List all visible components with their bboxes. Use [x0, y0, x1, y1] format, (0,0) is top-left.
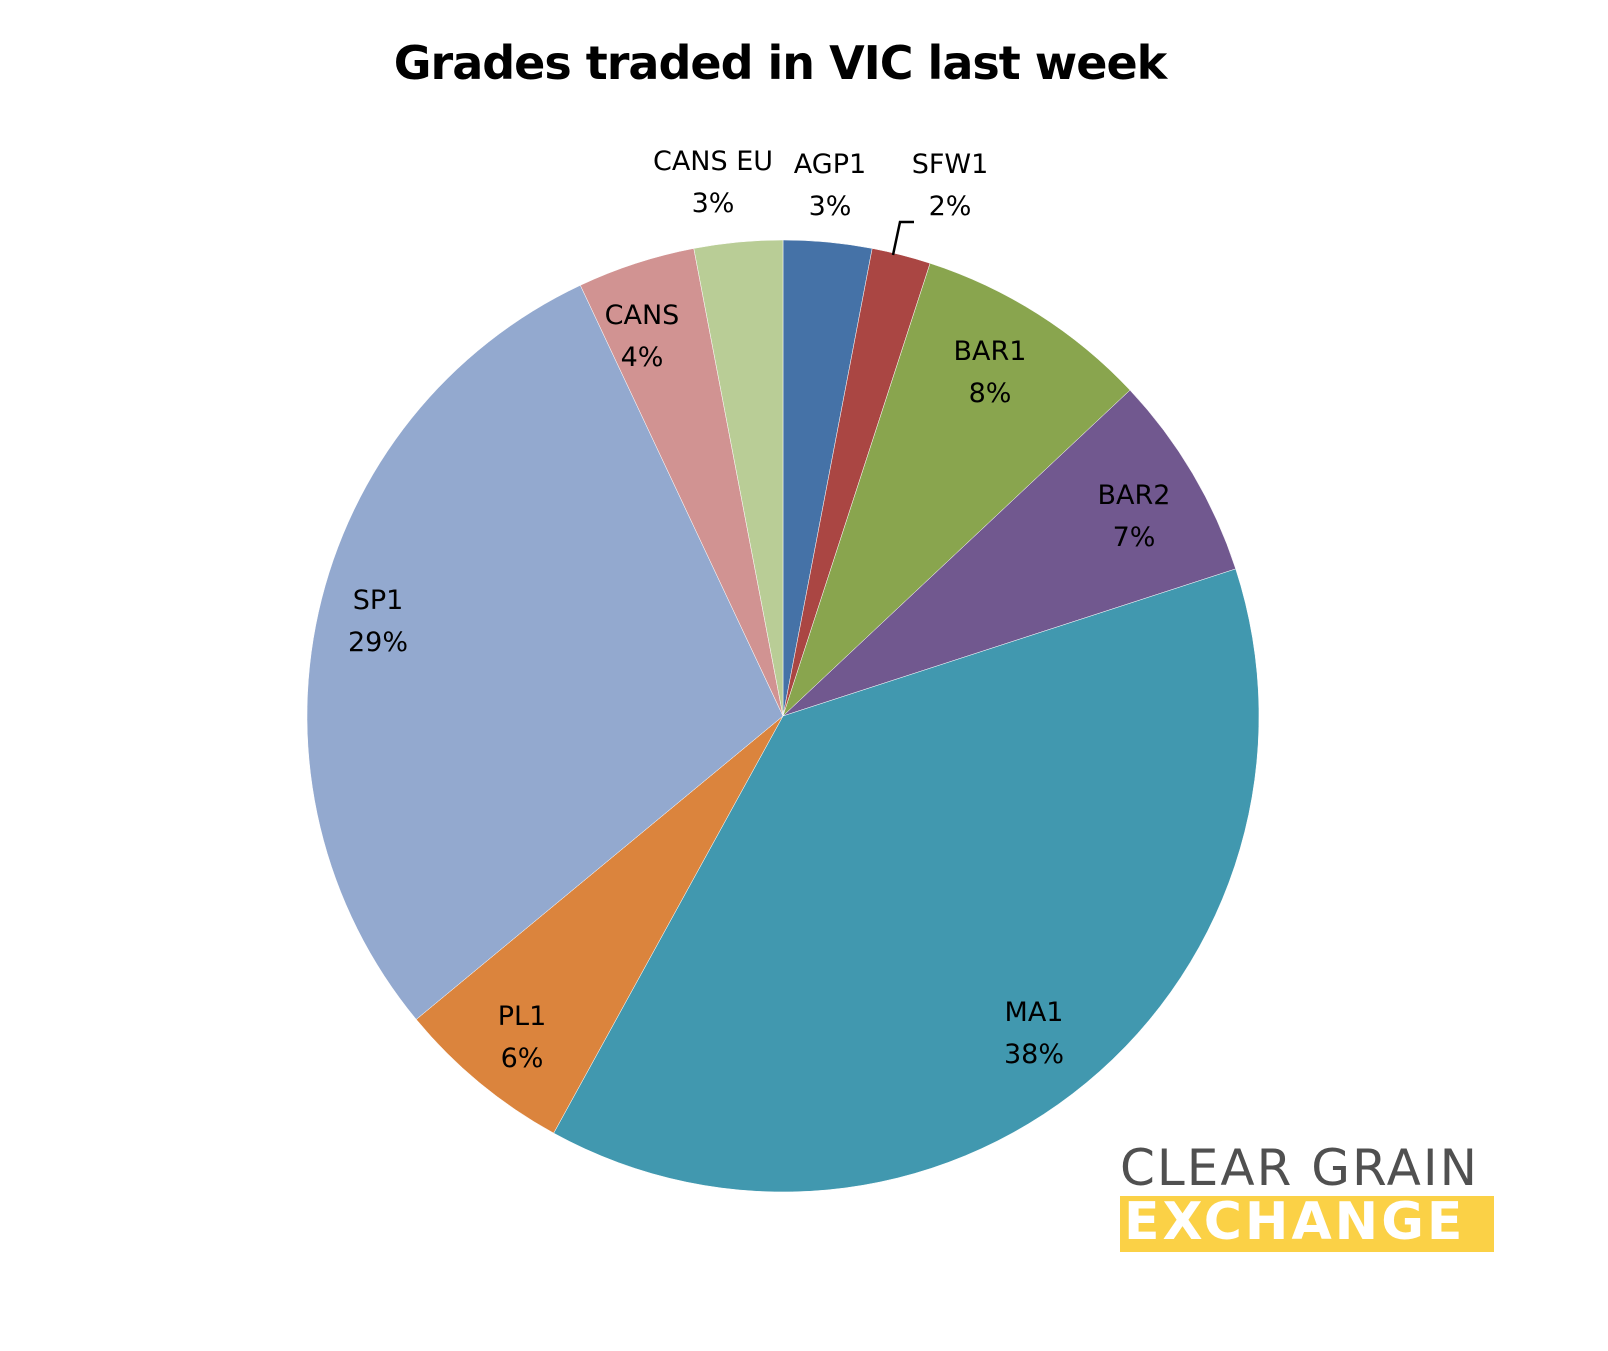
pie-slice-ma1	[553, 568, 1260, 1193]
leader-line-sfw1	[891, 220, 914, 256]
label-sfw1: SFW1 2%	[911, 149, 989, 222]
pie-slice-bar1	[782, 262, 1131, 717]
label-bar2: BAR2 7%	[1097, 480, 1171, 553]
label-bar1: BAR1 8%	[953, 336, 1027, 409]
logo-top-text: CLEAR GRAIN	[1120, 1139, 1480, 1197]
label-ma1: MA1 38%	[1003, 997, 1065, 1070]
pie-slice-pl1	[415, 715, 784, 1134]
label-cans: CANS 4%	[604, 300, 680, 373]
pie-slice-bar2	[782, 389, 1237, 717]
pie-slice-sp1	[306, 284, 784, 1020]
chart-title: Grades traded in VIC last week	[393, 36, 1167, 90]
clear-grain-exchange-logo: CLEAR GRAIN EXCHANGE	[1120, 1140, 1494, 1252]
label-agp1: AGP1 3%	[793, 149, 867, 222]
label-sp1: SP1 29%	[347, 585, 409, 658]
logo-bottom-text: EXCHANGE	[1120, 1196, 1494, 1252]
label-pl1: PL1 6%	[497, 1001, 547, 1074]
pie-slice-cans-eu	[693, 239, 784, 717]
label-cans-eu: CANS EU 3%	[652, 146, 774, 219]
